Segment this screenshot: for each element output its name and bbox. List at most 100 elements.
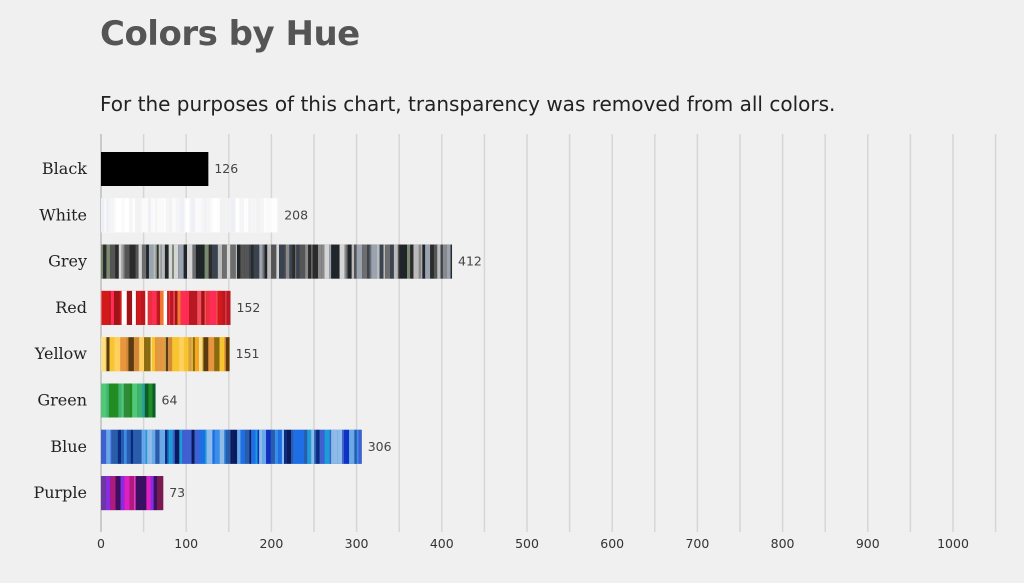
bar-stripe [184, 198, 187, 233]
bar-stripe [141, 290, 146, 325]
category-label: White [39, 205, 87, 224]
bar-stripe [147, 290, 152, 325]
bar-stripe [304, 429, 308, 464]
bar-stripe [172, 337, 178, 372]
bar-stripe [251, 198, 256, 233]
bar-stripe [174, 290, 178, 325]
bar-stripe [194, 429, 200, 464]
category-label: Purple [33, 483, 87, 502]
bar-stripe [126, 429, 130, 464]
bar-stripe [183, 244, 188, 279]
bar-stripe [124, 476, 130, 511]
bar-stripe [148, 244, 154, 279]
bar-stripe [121, 198, 125, 233]
bar-stripe [189, 337, 192, 372]
bar-stripe [346, 244, 348, 279]
bar-stripe [413, 244, 419, 279]
bar-stripe [121, 290, 127, 325]
bar-stripe [186, 429, 192, 464]
bar-stripe [367, 244, 370, 279]
bar-stripe [170, 290, 172, 325]
bar-stripe [253, 244, 260, 279]
bar-stripe [101, 337, 103, 372]
bar-stripe [104, 244, 107, 279]
bar-stripe [324, 429, 330, 464]
bar-stripe [224, 337, 226, 372]
bar-stripe [217, 244, 223, 279]
bar-stripe [289, 244, 293, 279]
bar-stripe [397, 244, 400, 279]
bar-stripe [319, 429, 325, 464]
bar-stripe [174, 429, 180, 464]
bar-stripe [180, 290, 187, 325]
bar-stripe [200, 198, 205, 233]
bar-stripe [198, 337, 202, 372]
bar-stripe [173, 244, 179, 279]
bar-stripe [132, 290, 136, 325]
bar-stripe [314, 429, 317, 464]
bar-stripe [117, 429, 122, 464]
bar-stripe [249, 244, 252, 279]
bar-stripe [331, 429, 334, 464]
category-label: Green [37, 391, 87, 410]
bar-stripe [106, 198, 110, 233]
bar-stripe [383, 244, 386, 279]
bar-stripe [354, 244, 357, 279]
bar-stripe [291, 429, 294, 464]
bar-stripe [115, 244, 119, 279]
bar-stripe [281, 429, 285, 464]
bar-stripe [204, 244, 209, 279]
bar-stripe [267, 244, 272, 279]
bar-stripe [358, 429, 362, 464]
bar-stripe [129, 244, 132, 279]
bar-stripe [172, 198, 176, 233]
bar-stripe [157, 476, 161, 511]
bar-stripe [225, 429, 231, 464]
bar-stripe [191, 337, 193, 372]
bar-stripe [120, 337, 126, 372]
value-label: 126 [214, 161, 238, 176]
bar-stripe [140, 198, 143, 233]
bar-stripe [273, 429, 275, 464]
bar-stripe [201, 337, 203, 372]
bar-stripe [244, 429, 250, 464]
bar-stripe [237, 244, 241, 279]
bar-stripe [266, 429, 271, 464]
bar-stripe [121, 383, 124, 418]
bar-stripe [356, 429, 359, 464]
bar-stripe [351, 244, 355, 279]
bar-stripe [260, 198, 265, 233]
bar-stripe [422, 244, 426, 279]
bar-stripe [329, 429, 332, 464]
bar-stripe [295, 244, 297, 279]
bar-stripe [199, 429, 206, 464]
bar-stripe [189, 198, 191, 233]
bar-stripe [186, 198, 190, 233]
bar-stripe [133, 429, 136, 464]
bar-stripe [130, 429, 134, 464]
value-label: 306 [368, 439, 392, 454]
bar-stripe [159, 337, 164, 372]
bar-stripe [305, 244, 309, 279]
bar-stripe [151, 290, 157, 325]
bar-stripe [308, 244, 312, 279]
bar-stripe [240, 429, 245, 464]
x-tick-label: 0 [97, 536, 105, 551]
bar-stripe [121, 244, 123, 279]
bar-stripe [159, 429, 166, 464]
bar-stripe [402, 244, 407, 279]
bar-stripe [239, 198, 242, 233]
value-label: 73 [169, 485, 185, 500]
bar-stripe [147, 337, 151, 372]
bar-stripe [101, 476, 106, 511]
bar-stripe [142, 244, 147, 279]
x-tick-label: 200 [259, 536, 283, 551]
category-label: Grey [48, 252, 87, 271]
bar-stripe [142, 383, 145, 418]
bar-stripe [362, 244, 368, 279]
bar-stripe [329, 244, 332, 279]
bar-stripe [167, 429, 169, 464]
bar-stripe [347, 244, 352, 279]
bar-stripe [152, 383, 156, 418]
